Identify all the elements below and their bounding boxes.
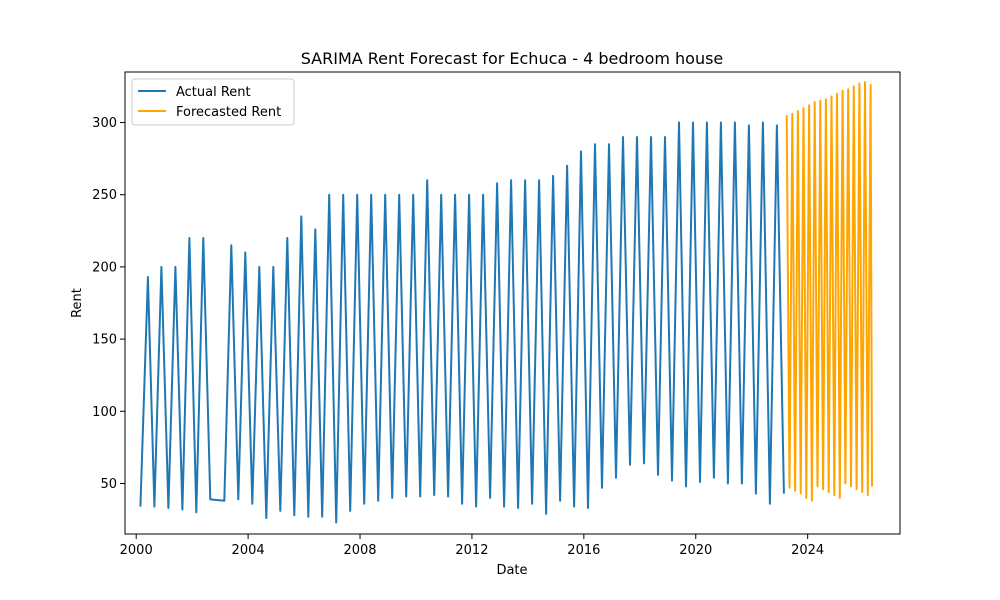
plot-area-frame — [124, 71, 901, 535]
x-tick-label: 2008 — [343, 543, 376, 558]
y-tick-label: 100 — [92, 405, 117, 420]
y-axis: 50 100 150 200 250 300 — [92, 116, 125, 492]
y-tick-label: 50 — [100, 477, 117, 492]
y-tick-label: 250 — [92, 188, 117, 203]
y-tick-label: 300 — [92, 116, 117, 131]
x-tick-label: 2012 — [455, 543, 488, 558]
y-axis-title: Rent — [70, 288, 85, 318]
x-tick-label: 2024 — [791, 543, 824, 558]
forecasted-rent-line — [785, 81, 873, 502]
x-tick-label: 2016 — [567, 543, 600, 558]
y-tick-label: 150 — [92, 333, 117, 348]
x-tick-label: 2004 — [232, 543, 265, 558]
legend-label-actual: Actual Rent — [176, 85, 251, 100]
x-axis: 2000 2004 2008 2012 2016 2020 2024 — [120, 534, 824, 558]
x-tick-label: 2020 — [679, 543, 712, 558]
x-axis-title: Date — [496, 563, 527, 578]
chart-title: SARIMA Rent Forecast for Echuca - 4 bedr… — [301, 49, 724, 68]
legend-label-forecast: Forecasted Rent — [176, 105, 281, 120]
actual-rent-line — [139, 121, 785, 524]
x-tick-label: 2000 — [120, 543, 153, 558]
legend: Actual Rent Forecasted Rent — [131, 78, 295, 126]
series-layer — [139, 81, 873, 524]
y-tick-label: 200 — [92, 260, 117, 275]
legend-box — [131, 78, 295, 126]
